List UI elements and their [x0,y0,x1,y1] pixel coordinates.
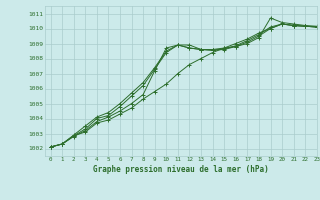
X-axis label: Graphe pression niveau de la mer (hPa): Graphe pression niveau de la mer (hPa) [93,165,269,174]
